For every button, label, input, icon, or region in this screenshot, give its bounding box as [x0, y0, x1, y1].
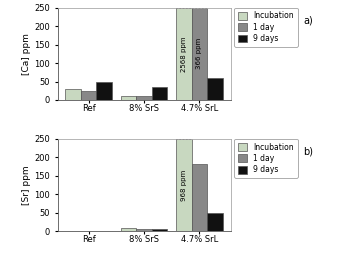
Bar: [207, 78, 223, 100]
Bar: [136, 96, 152, 100]
Bar: [65, 89, 81, 100]
Y-axis label: [Sr] ppm: [Sr] ppm: [22, 165, 32, 205]
Y-axis label: [Ca] ppm: [Ca] ppm: [22, 33, 32, 75]
Bar: [81, 91, 97, 100]
Bar: [152, 229, 167, 231]
Legend: Incubation, 1 day, 9 days: Incubation, 1 day, 9 days: [234, 139, 298, 178]
Bar: [97, 82, 112, 100]
Legend: Incubation, 1 day, 9 days: Incubation, 1 day, 9 days: [234, 8, 298, 47]
Bar: [136, 229, 152, 231]
Text: 968 ppm: 968 ppm: [181, 169, 187, 201]
Text: 366 ppm: 366 ppm: [196, 38, 202, 69]
Bar: [152, 87, 167, 100]
Bar: [121, 228, 136, 231]
Text: a): a): [303, 15, 313, 25]
Bar: [207, 213, 223, 231]
Bar: [176, 8, 192, 100]
Bar: [176, 139, 192, 231]
Bar: [121, 96, 136, 100]
Text: b): b): [303, 146, 313, 156]
Bar: [192, 164, 207, 231]
Text: 2568 ppm: 2568 ppm: [181, 36, 187, 72]
Bar: [192, 8, 207, 100]
